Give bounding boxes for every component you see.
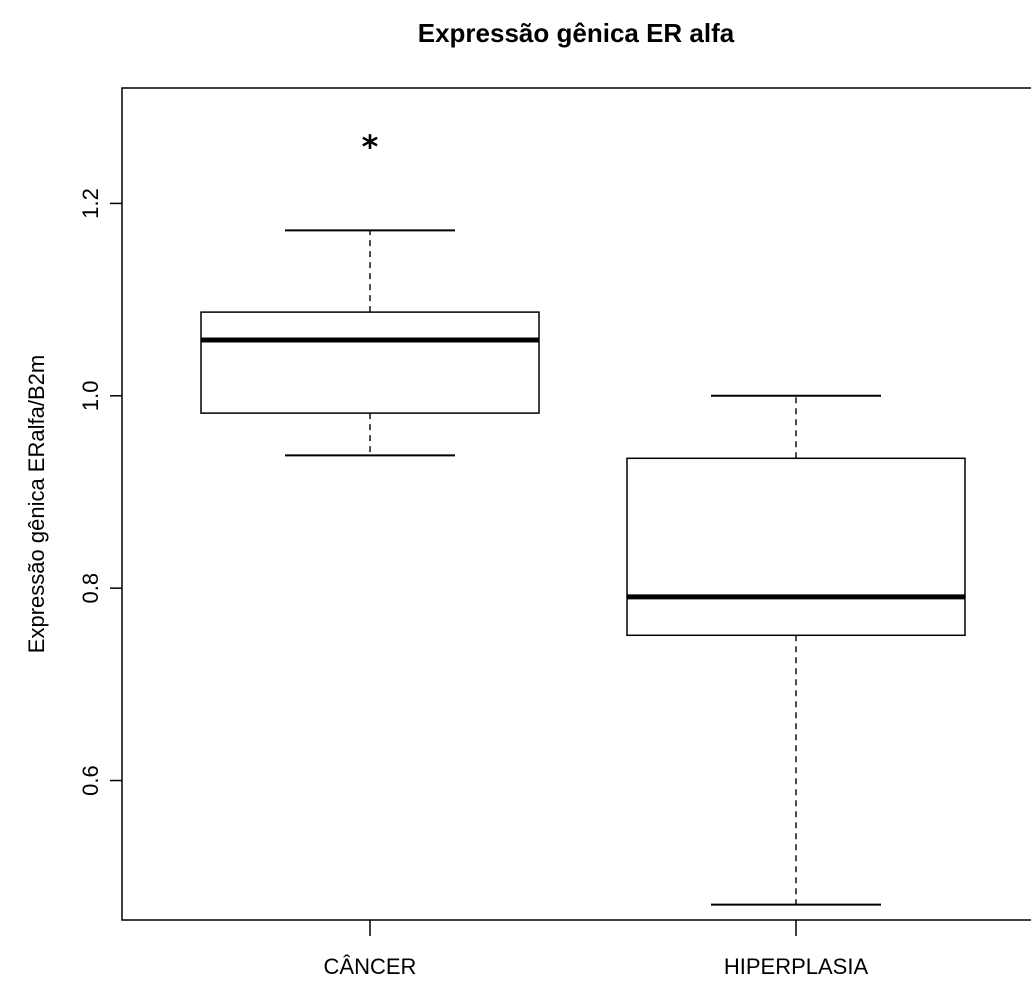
y-tick-label: 0.8 bbox=[78, 573, 103, 604]
y-axis: 0.6 0.8 1.0 1.2 bbox=[78, 188, 122, 796]
plot-frame bbox=[121, 87, 1031, 921]
y-axis-label: Expressão gênica ERalfa/B2m bbox=[24, 355, 49, 653]
box-group: * bbox=[200, 128, 540, 457]
box-iqr bbox=[626, 457, 966, 637]
box-group bbox=[626, 394, 966, 906]
y-tick-label: 0.6 bbox=[78, 765, 103, 796]
box-iqr bbox=[200, 311, 540, 414]
y-tick-label: 1.0 bbox=[78, 380, 103, 411]
outlier-point: * bbox=[362, 128, 379, 166]
x-tick-label: CÂNCER bbox=[324, 954, 417, 979]
y-tick-label: 1.2 bbox=[78, 188, 103, 219]
x-tick-label: HIPERPLASIA bbox=[724, 954, 869, 979]
x-axis: CÂNCER HIPERPLASIA bbox=[324, 920, 869, 979]
chart-title: Expressão gênica ER alfa bbox=[418, 18, 735, 48]
boxes: * bbox=[200, 128, 966, 906]
